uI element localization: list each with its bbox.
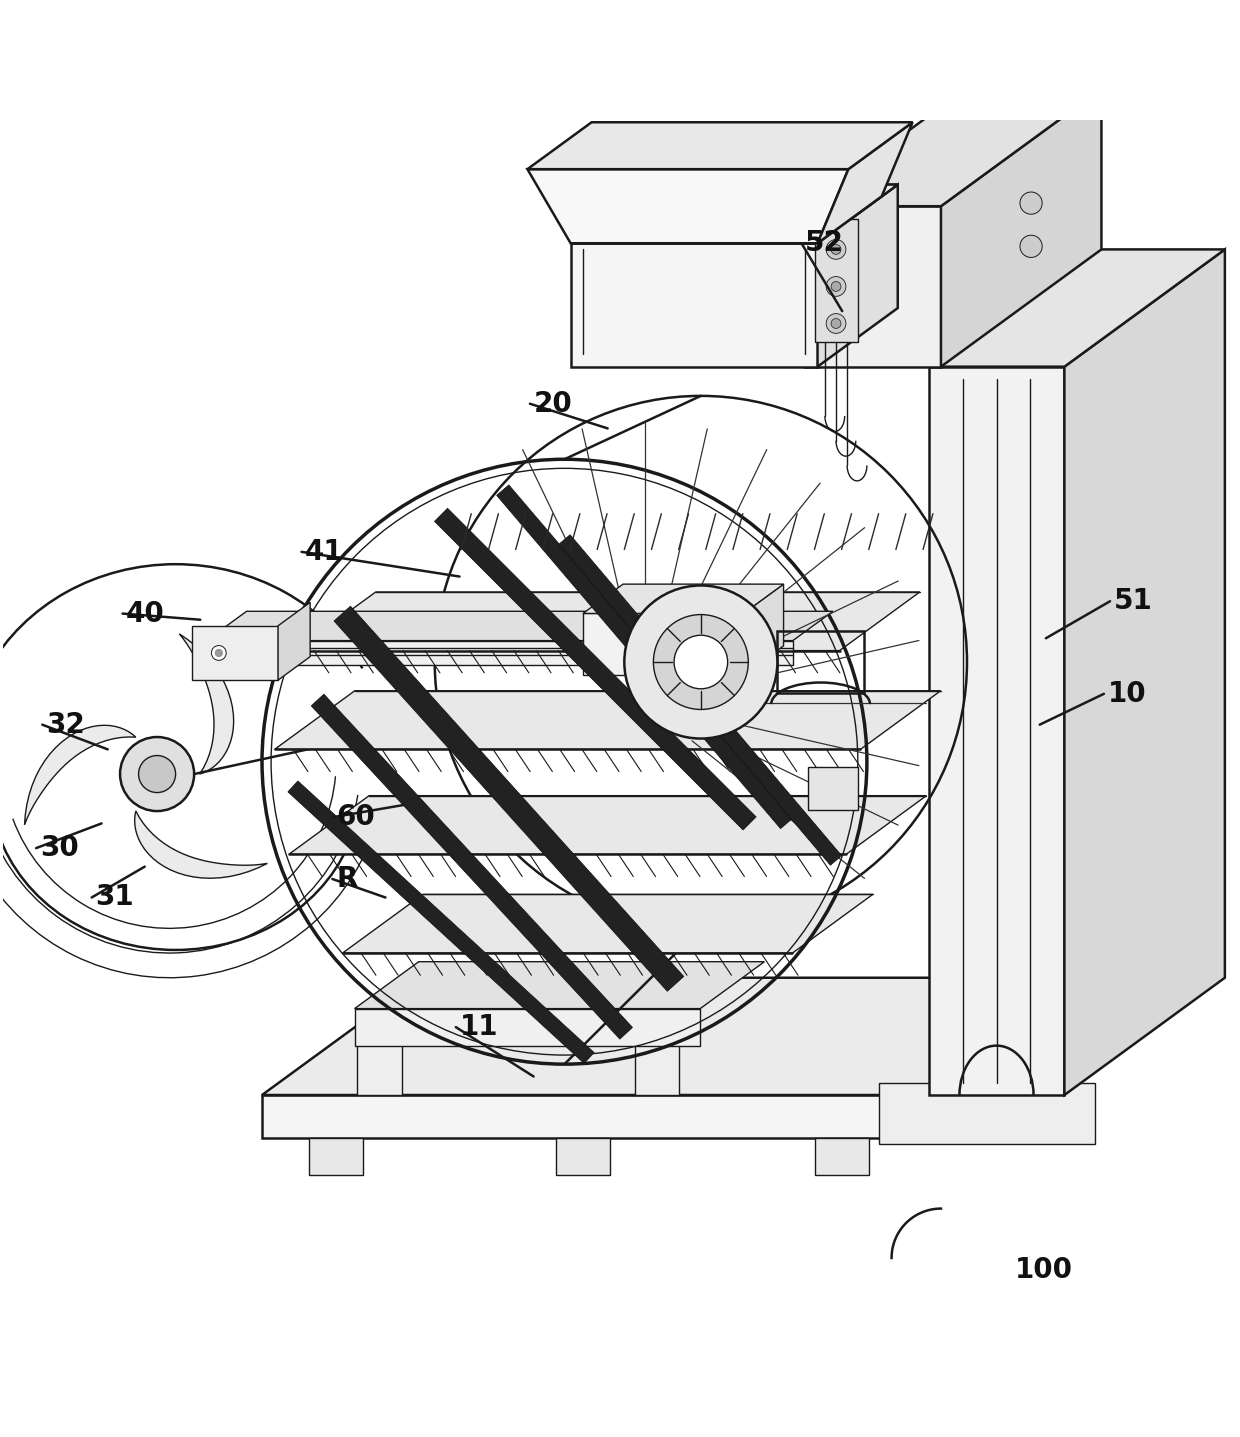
Circle shape: [826, 276, 846, 296]
Polygon shape: [583, 614, 744, 675]
Circle shape: [215, 650, 222, 657]
Circle shape: [826, 240, 846, 259]
Circle shape: [120, 737, 195, 810]
Polygon shape: [295, 592, 920, 651]
Polygon shape: [570, 184, 898, 243]
Polygon shape: [355, 1009, 701, 1046]
Polygon shape: [570, 243, 817, 366]
Polygon shape: [817, 122, 913, 243]
Polygon shape: [180, 634, 233, 775]
Polygon shape: [815, 1138, 869, 1175]
Circle shape: [653, 615, 748, 710]
Polygon shape: [929, 250, 1225, 366]
Text: 11: 11: [460, 1013, 498, 1042]
Polygon shape: [1064, 250, 1225, 1095]
Polygon shape: [288, 780, 594, 1063]
Polygon shape: [262, 977, 1101, 1095]
Polygon shape: [527, 170, 848, 243]
Polygon shape: [207, 611, 833, 641]
Polygon shape: [309, 1138, 363, 1175]
Text: 41: 41: [305, 537, 343, 566]
Text: 40: 40: [126, 599, 165, 628]
Polygon shape: [207, 641, 792, 665]
Circle shape: [1021, 193, 1042, 214]
Text: 30: 30: [40, 833, 78, 862]
Polygon shape: [192, 625, 278, 680]
Polygon shape: [805, 89, 1101, 205]
Text: R: R: [336, 865, 357, 892]
Polygon shape: [496, 484, 792, 829]
Polygon shape: [434, 509, 756, 831]
Circle shape: [1021, 236, 1042, 257]
Polygon shape: [355, 961, 764, 1009]
Polygon shape: [1086, 1020, 1116, 1052]
Polygon shape: [941, 977, 1101, 1138]
Polygon shape: [135, 810, 268, 878]
Polygon shape: [334, 606, 683, 992]
Circle shape: [831, 244, 841, 254]
Polygon shape: [815, 218, 858, 342]
Polygon shape: [635, 986, 728, 1020]
Polygon shape: [583, 583, 784, 614]
Polygon shape: [570, 184, 898, 243]
Text: 31: 31: [95, 884, 134, 911]
Polygon shape: [527, 122, 913, 170]
Polygon shape: [342, 894, 873, 953]
Text: 100: 100: [1016, 1256, 1073, 1285]
Text: 60: 60: [336, 803, 374, 831]
Circle shape: [211, 645, 226, 661]
Polygon shape: [556, 1138, 610, 1175]
Circle shape: [139, 756, 176, 793]
Polygon shape: [929, 366, 1064, 1095]
Polygon shape: [808, 767, 858, 810]
Polygon shape: [635, 1020, 680, 1095]
Text: 51: 51: [1114, 588, 1152, 615]
Polygon shape: [357, 986, 450, 1020]
Circle shape: [675, 635, 728, 688]
Text: 32: 32: [46, 711, 84, 739]
Text: 52: 52: [805, 230, 844, 257]
Text: 10: 10: [1107, 680, 1146, 708]
Circle shape: [826, 313, 846, 333]
Polygon shape: [25, 726, 136, 825]
Polygon shape: [289, 796, 926, 854]
Polygon shape: [744, 583, 784, 675]
Circle shape: [831, 282, 841, 292]
Polygon shape: [311, 694, 632, 1039]
Polygon shape: [879, 1082, 1095, 1144]
Text: 20: 20: [533, 389, 573, 418]
Polygon shape: [278, 602, 310, 680]
Polygon shape: [805, 205, 941, 366]
Polygon shape: [559, 535, 842, 865]
Circle shape: [624, 585, 777, 739]
Circle shape: [831, 319, 841, 329]
Polygon shape: [817, 184, 898, 366]
Polygon shape: [357, 1020, 402, 1095]
Polygon shape: [941, 89, 1101, 366]
Polygon shape: [262, 1095, 941, 1138]
Polygon shape: [274, 691, 941, 749]
